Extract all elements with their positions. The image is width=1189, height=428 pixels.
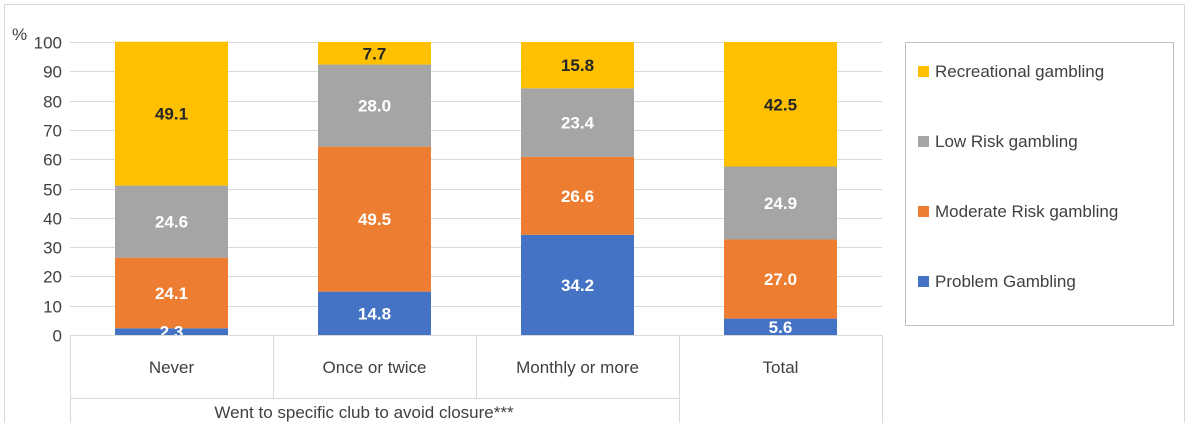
data-label: 27.0	[764, 270, 797, 289]
legend-label: Recreational gambling	[935, 62, 1104, 81]
y-tick-label-90: 90	[43, 63, 62, 82]
x-category-label: Never	[149, 358, 195, 377]
data-labels: 2.3 24.1 24.6 49.1 14.8 49.5 28.0 7.7 34.2 26.6 23…	[155, 44, 797, 341]
y-tick-label-40: 40	[43, 210, 62, 229]
legend-swatch	[918, 136, 929, 147]
data-label: 24.1	[155, 284, 188, 303]
data-label: 42.5	[764, 95, 797, 114]
data-label: 49.5	[358, 210, 391, 229]
bar-segment-total-low-risk-gambling	[724, 166, 837, 240]
bar-segment-monthly-or-more-low-risk-gambling	[521, 88, 634, 157]
bar-segment-once-or-twice-low-risk-gambling	[318, 64, 431, 147]
bar-segment-once-or-twice-moderate-risk-gambling	[318, 146, 431, 292]
legend-box	[905, 42, 1174, 326]
x-axis-group-label: Went to specific club to avoid closure**…	[214, 403, 514, 422]
data-label: 5.6	[769, 318, 793, 337]
data-label: 15.8	[561, 56, 594, 75]
bar-segment-never-moderate-risk-gambling	[115, 257, 228, 329]
bar-segment-monthly-or-more-recreational-gambling	[521, 42, 634, 89]
bar-segment-monthly-or-more-moderate-risk-gambling	[521, 156, 634, 235]
data-label: 28.0	[358, 97, 391, 116]
data-label: 26.6	[561, 187, 594, 206]
axes: % Went to specific club to avoid closure…	[12, 25, 883, 423]
data-label: 14.8	[358, 304, 391, 323]
y-tick-label-20: 20	[43, 268, 62, 287]
bar-segment-never-problem-gambling	[115, 328, 228, 335]
x-category-label: Once or twice	[323, 358, 427, 377]
bar-segment-total-moderate-risk-gambling	[724, 239, 837, 319]
legend-swatch	[918, 276, 929, 287]
legend: Recreational gambling Low Risk gambling Mo…	[905, 42, 1174, 326]
data-label: 24.9	[764, 194, 797, 213]
x-category-label: Monthly or more	[516, 358, 639, 377]
legend-swatch	[918, 66, 929, 77]
data-label: 7.7	[363, 44, 387, 63]
y-tick-label-60: 60	[43, 151, 62, 170]
bar-segment-never-low-risk-gambling	[115, 185, 228, 258]
bar-segment-once-or-twice-problem-gambling	[318, 291, 431, 335]
bar-segment-once-or-twice-recreational-gambling	[318, 42, 431, 65]
data-label: 23.4	[561, 114, 595, 133]
y-tick-label-10: 10	[43, 298, 62, 317]
bar-segment-monthly-or-more-problem-gambling	[521, 234, 634, 335]
data-label: 2.3	[160, 323, 184, 342]
y-tick-label-100: 100	[34, 34, 62, 53]
legend-label: Moderate Risk gambling	[935, 202, 1118, 221]
data-label: 49.1	[155, 105, 188, 124]
bar-segment-total-recreational-gambling	[724, 42, 837, 167]
y-tick-label-50: 50	[43, 181, 62, 200]
y-tick-label-30: 30	[43, 239, 62, 258]
legend-label: Low Risk gambling	[935, 132, 1078, 151]
bar-segment-total-problem-gambling	[724, 318, 837, 335]
chart-border	[4, 4, 1185, 428]
x-category-label: Total	[763, 358, 799, 377]
bars	[115, 41, 837, 335]
y-tick-label-70: 70	[43, 122, 62, 141]
legend-swatch	[918, 206, 929, 217]
bar-segment-never-recreational-gambling	[115, 41, 228, 186]
y-tick-label-0: 0	[53, 327, 62, 346]
y-tick-label-80: 80	[43, 93, 62, 112]
data-label: 34.2	[561, 276, 594, 295]
data-label: 24.6	[155, 213, 188, 232]
y-axis-unit-label: %	[12, 25, 27, 44]
legend-label: Problem Gambling	[935, 272, 1076, 291]
